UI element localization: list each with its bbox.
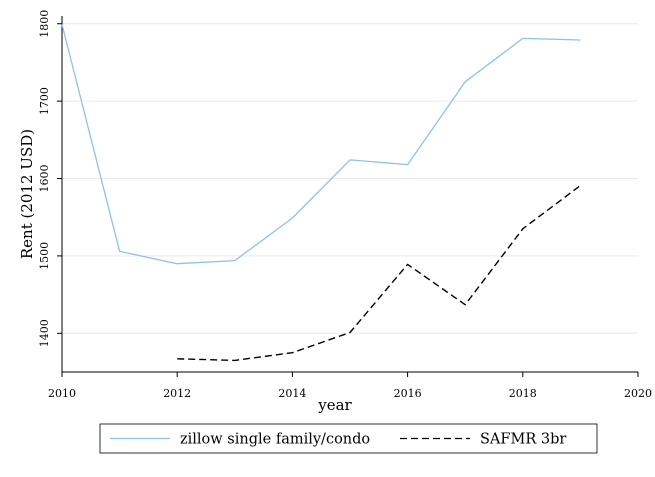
x-tick-label: 2016 <box>394 387 422 400</box>
y-tick-label: 1600 <box>38 165 51 193</box>
series-line-2 <box>177 184 581 362</box>
x-tick-label: 2020 <box>624 387 652 400</box>
series-lines <box>61 24 581 362</box>
axes: 1400 1500 1600 1700 1800 2010 2012 2014 2016 2018… <box>38 10 652 400</box>
x-tick-label: 2010 <box>48 387 76 400</box>
x-tick-label: 2012 <box>163 387 191 400</box>
y-tick-label: 1400 <box>38 319 51 347</box>
y-tick-label: 1500 <box>38 242 51 270</box>
x-tick-label: 2018 <box>509 387 537 400</box>
x-axis-title: year <box>317 396 352 414</box>
x-tick-label: 2014 <box>278 387 306 400</box>
series-line-1 <box>61 24 581 265</box>
legend-label-1: zillow single family/condo <box>180 432 370 448</box>
y-tick-label: 1700 <box>38 87 51 115</box>
legend: zillow single family/condo SAFMR 3br <box>99 423 598 454</box>
gridlines <box>62 23 638 334</box>
y-axis-title: Rent (2012 USD) <box>18 129 36 259</box>
legend-box <box>99 423 598 454</box>
legend-label-2: SAFMR 3br <box>480 432 566 448</box>
y-tick-label: 1800 <box>38 10 51 38</box>
